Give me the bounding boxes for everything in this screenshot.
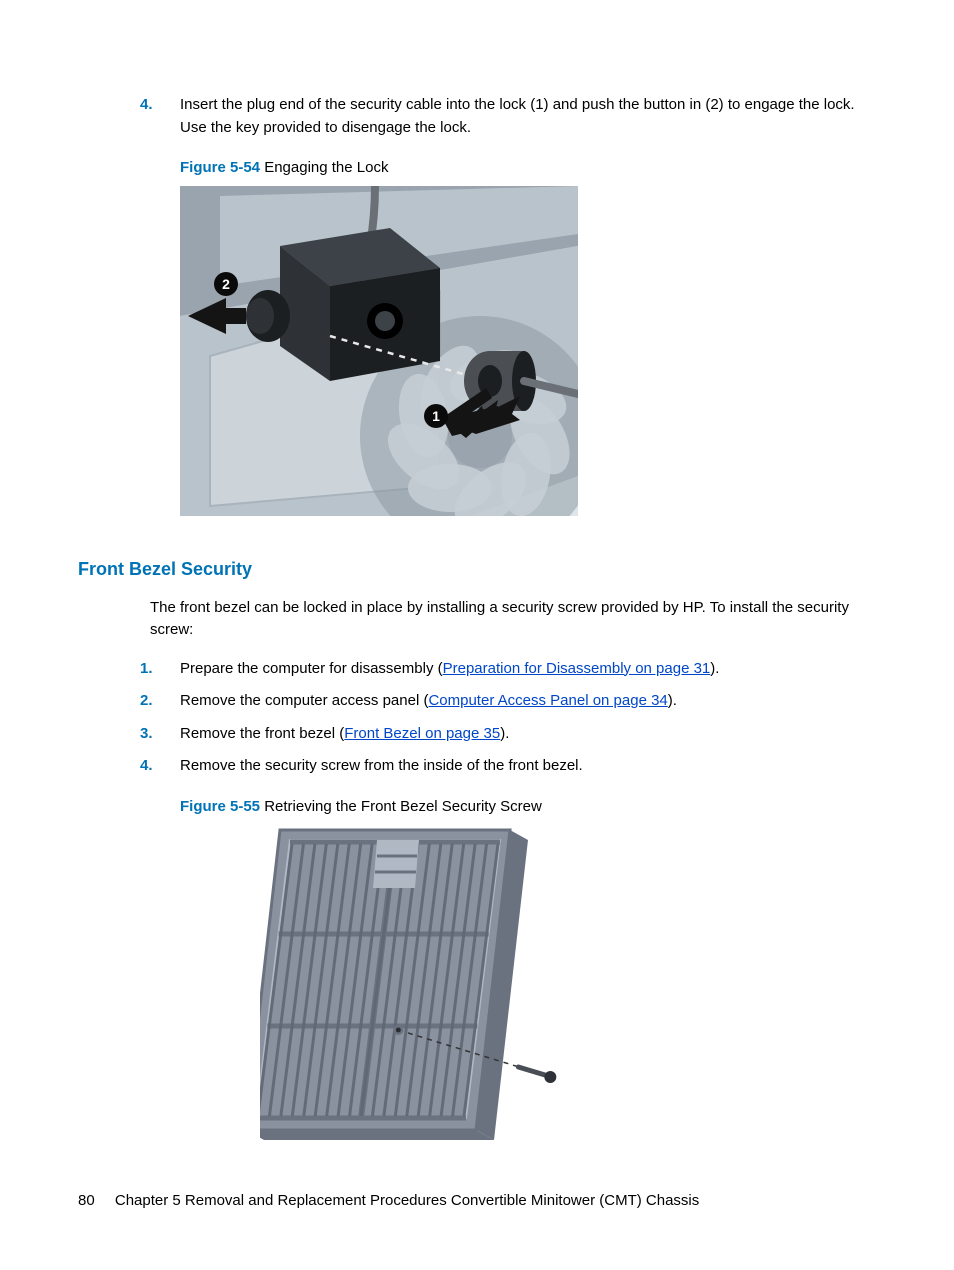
step-body: Remove the front bezel (Front Bezel on p… xyxy=(180,723,876,746)
step-text-b: ). xyxy=(668,692,677,709)
step-body: Insert the plug end of the security cabl… xyxy=(180,94,876,546)
page-number: 80 xyxy=(78,1192,95,1209)
figure-title: Retrieving the Front Bezel Security Scre… xyxy=(260,798,542,815)
svg-text:2: 2 xyxy=(222,276,230,292)
step-body: Remove the computer access panel (Comput… xyxy=(180,690,876,713)
step-body: Prepare the computer for disassembly (Pr… xyxy=(180,658,876,681)
figure-5-54: 21 xyxy=(180,186,876,516)
step-number: 4. xyxy=(78,94,180,546)
step-number: 1. xyxy=(78,658,180,681)
xref-link[interactable]: Preparation for Disassembly on page 31 xyxy=(443,660,711,677)
figure-title: Engaging the Lock xyxy=(260,159,388,176)
chapter-title: Chapter 5 Removal and Replacement Proced… xyxy=(115,1192,699,1209)
figure-caption: Figure 5-55 Retrieving the Front Bezel S… xyxy=(180,796,876,819)
section-intro: The front bezel can be locked in place b… xyxy=(78,597,876,642)
section-heading: Front Bezel Security xyxy=(78,556,876,583)
bezel-diagram xyxy=(260,824,604,1160)
lock-diagram: 21 xyxy=(180,186,578,516)
page-footer: 80 Chapter 5 Removal and Replacement Pro… xyxy=(78,1190,699,1213)
step-text: Insert the plug end of the security cabl… xyxy=(180,94,876,139)
step-4: 4. Remove the security screw from the in… xyxy=(78,755,876,1160)
figure-label: Figure 5-54 xyxy=(180,159,260,176)
xref-link[interactable]: Computer Access Panel on page 34 xyxy=(428,692,667,709)
step-text: Remove the security screw from the insid… xyxy=(180,755,876,778)
step-text-b: ). xyxy=(710,660,719,677)
step-text-a: Prepare the computer for disassembly ( xyxy=(180,660,443,677)
step-body: Remove the security screw from the insid… xyxy=(180,755,876,1160)
xref-link[interactable]: Front Bezel on page 35 xyxy=(344,725,500,742)
figure-caption: Figure 5-54 Engaging the Lock xyxy=(180,157,876,180)
step-1: 1. Prepare the computer for disassembly … xyxy=(78,658,876,681)
figure-label: Figure 5-55 xyxy=(180,798,260,815)
step-3: 3. Remove the front bezel (Front Bezel o… xyxy=(78,723,876,746)
step-number: 4. xyxy=(78,755,180,1160)
step-2: 2. Remove the computer access panel (Com… xyxy=(78,690,876,713)
step-text-a: Remove the front bezel ( xyxy=(180,725,344,742)
step-4-top: 4. Insert the plug end of the security c… xyxy=(78,94,876,546)
step-number: 3. xyxy=(78,723,180,746)
step-text-a: Remove the computer access panel ( xyxy=(180,692,428,709)
svg-text:1: 1 xyxy=(432,408,440,424)
step-number: 2. xyxy=(78,690,180,713)
step-text-b: ). xyxy=(500,725,509,742)
figure-5-55 xyxy=(180,824,876,1160)
